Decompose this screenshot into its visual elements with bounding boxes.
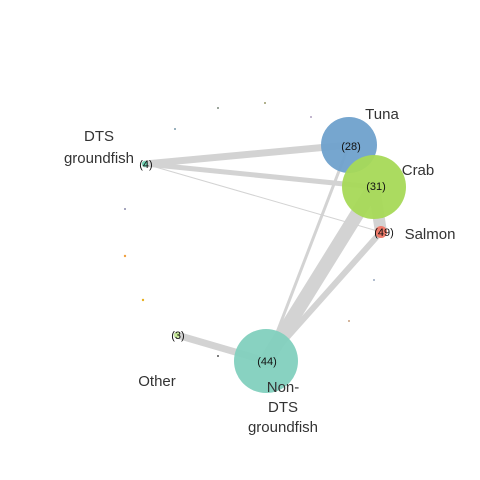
node-crab[interactable]: (31) Crab bbox=[342, 155, 434, 219]
dot bbox=[348, 320, 350, 322]
node-dts-groundfish-count: (4) bbox=[139, 159, 152, 171]
edge-tuna-nondts bbox=[264, 143, 351, 363]
dot bbox=[310, 116, 312, 118]
node-non-dts-groundfish-circle[interactable] bbox=[234, 329, 298, 393]
dot bbox=[373, 279, 375, 281]
node-other-label: Other bbox=[138, 373, 176, 390]
dot bbox=[217, 107, 219, 109]
node-salmon[interactable]: (49) Salmon bbox=[374, 226, 455, 243]
node-other[interactable]: (3) Other bbox=[138, 330, 184, 390]
node-non-dts-groundfish-label-line3: groundfish bbox=[248, 419, 318, 436]
node-non-dts-groundfish-count: (44) bbox=[257, 356, 277, 368]
dot bbox=[123, 254, 127, 258]
dot bbox=[174, 128, 176, 130]
node-crab-circle[interactable] bbox=[342, 155, 406, 219]
edge-crab-nondts bbox=[259, 180, 381, 368]
node-other-circle[interactable] bbox=[174, 332, 180, 338]
edges bbox=[141, 141, 387, 368]
node-other-count: (3) bbox=[171, 330, 184, 342]
node-crab-count: (31) bbox=[366, 181, 386, 193]
node-salmon-label: Salmon bbox=[405, 226, 456, 243]
dot bbox=[124, 208, 126, 210]
dot bbox=[264, 102, 266, 104]
edge-dts-tuna bbox=[141, 141, 353, 168]
node-tuna-count: (28) bbox=[341, 141, 361, 153]
node-non-dts-groundfish[interactable]: (44) Non- DTS groundfish bbox=[234, 329, 318, 436]
node-salmon-circle[interactable] bbox=[375, 226, 387, 238]
node-salmon-count: (49) bbox=[374, 227, 394, 239]
node-dts-groundfish-circle[interactable] bbox=[142, 161, 148, 167]
node-dts-groundfish-label-line1: DTS bbox=[84, 128, 114, 145]
dot bbox=[141, 298, 145, 302]
dot bbox=[217, 355, 219, 357]
node-non-dts-groundfish-label-line2: DTS bbox=[268, 399, 298, 416]
edge-dts-salmon bbox=[144, 163, 382, 233]
node-non-dts-groundfish-label-line1: Non- bbox=[267, 379, 300, 396]
node-crab-label: Crab bbox=[402, 162, 435, 179]
node-dts-groundfish[interactable]: (4) DTS groundfish bbox=[64, 128, 153, 171]
background-dots bbox=[123, 102, 375, 357]
node-tuna-label: Tuna bbox=[365, 106, 399, 123]
node-dts-groundfish-label-line2: groundfish bbox=[64, 150, 134, 167]
